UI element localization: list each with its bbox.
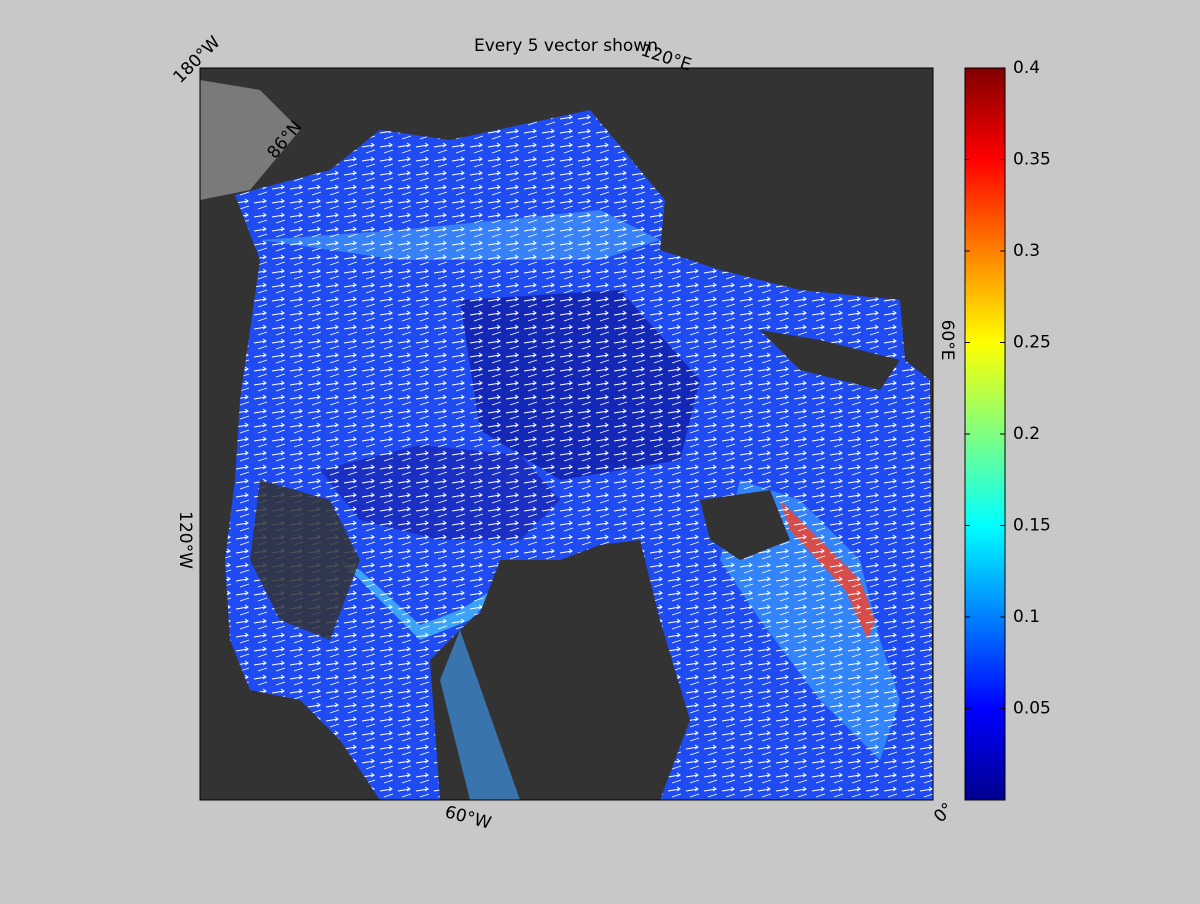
colorbar: 0.05 0.1 0.15 0.2 0.25 0.3 0.35 0.4 [964,58,1051,801]
colorbar-tick-label: 0.3 [1013,241,1040,261]
colorbar-tick-label: 0.15 [1013,516,1051,536]
greenland [470,560,680,800]
colorbar-tick-label: 0.25 [1013,333,1051,353]
map-title: Every 5 vector shown [474,36,658,56]
colorbar-tick-label: 0.4 [1013,58,1040,78]
graticule-label: 60°W [443,802,494,834]
colorbar-tick-label: 0.05 [1013,699,1051,719]
colorbar-tick-label: 0.35 [1013,150,1051,170]
ocean-fast [440,630,520,800]
graticule-label: 0° [930,799,958,827]
map-frame [199,67,934,801]
colorbar-tick-label: 0.1 [1013,607,1040,627]
velocity-vectors [225,110,933,800]
novaya-zemlya [760,330,900,390]
svalbard [700,490,790,560]
map [200,68,933,800]
colorbar-tick-label: 0.2 [1013,424,1040,444]
archipelago [250,480,360,640]
graticule-label: 120°W [175,511,195,569]
graticule-label: 60°E [937,320,957,361]
colorbar-scale [964,67,1006,801]
land-lowlight [200,80,300,200]
